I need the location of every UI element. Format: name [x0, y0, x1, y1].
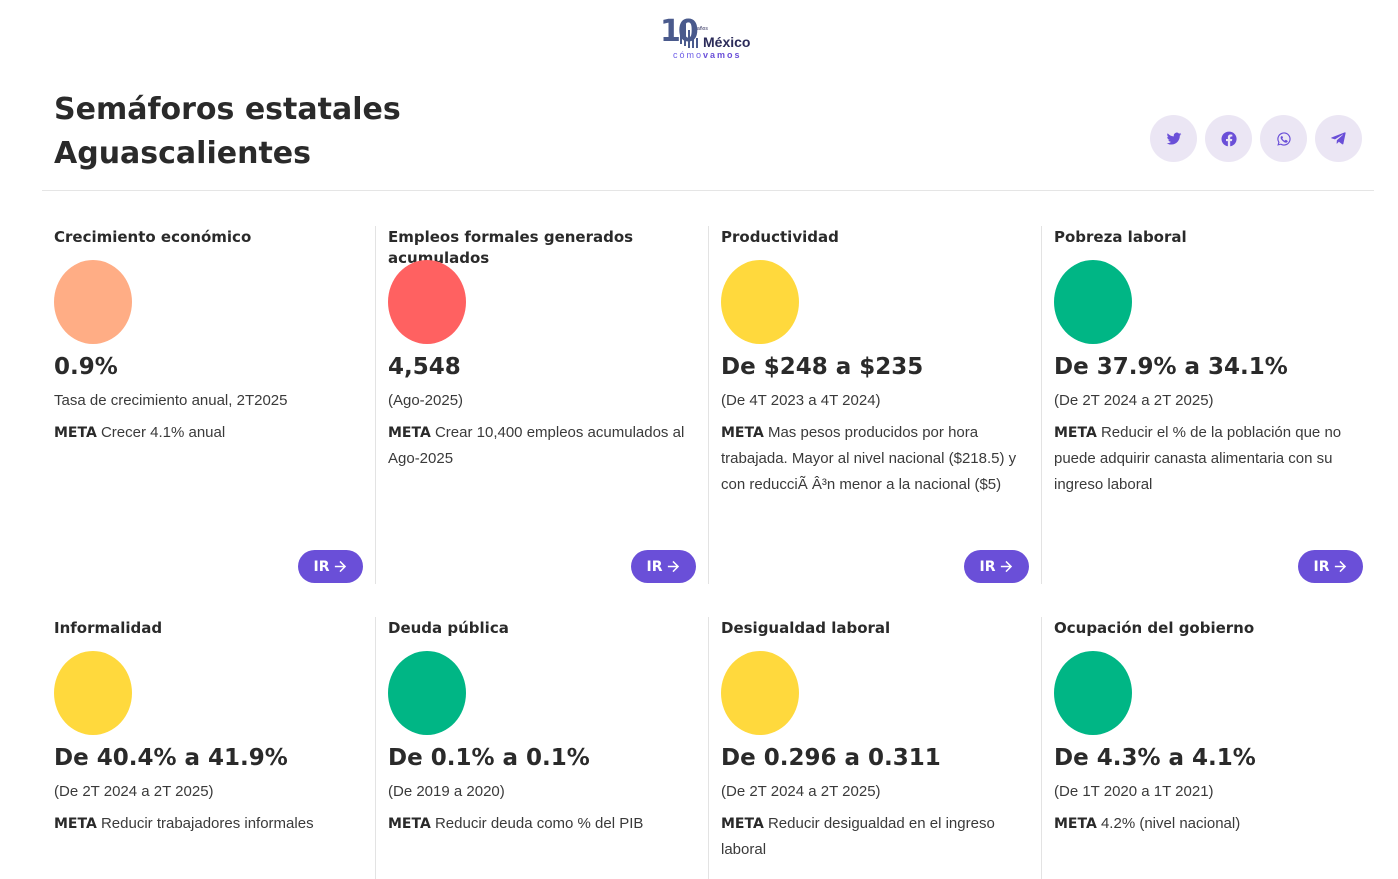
- indicator-card-crecimiento: Crecimiento económico 0.9% Tasa de creci…: [54, 227, 364, 567]
- indicator-goal: META 4.2% (nivel nacional): [1054, 815, 1241, 832]
- arrow-right-icon: [334, 560, 346, 573]
- facebook-icon: [1221, 131, 1237, 146]
- indicator-period: (De 2T 2024 a 2T 2025): [1054, 392, 1214, 409]
- status-light-green: [388, 651, 466, 735]
- indicator-goal: META Crear 10,400 empleos acumulados al …: [388, 424, 685, 467]
- logo-years: años: [697, 26, 708, 32]
- indicator-value: De 0.1% a 0.1%: [388, 745, 590, 771]
- indicator-name: Crecimiento económico: [54, 228, 252, 246]
- column-divider: [708, 226, 709, 584]
- indicator-name: Desigualdad laboral: [721, 619, 891, 637]
- indicator-goal: META Reducir deuda como % del PIB: [388, 815, 644, 832]
- share-twitter-button[interactable]: [1150, 115, 1197, 162]
- indicator-value: De 4.3% a 4.1%: [1054, 745, 1256, 771]
- indicator-name: Empleos formales generados acumulados: [388, 228, 634, 267]
- column-divider: [375, 226, 376, 584]
- column-divider: [708, 617, 709, 879]
- indicator-goal: META Reducir desigualdad en el ingreso l…: [721, 815, 995, 858]
- indicator-period: (Ago-2025): [388, 392, 464, 409]
- arrow-right-icon: [667, 560, 679, 573]
- status-light-orange: [54, 260, 132, 344]
- column-divider: [1041, 617, 1042, 879]
- status-light-red: [388, 260, 466, 344]
- column-divider: [375, 617, 376, 879]
- column-divider: [1041, 226, 1042, 584]
- indicator-card-desigualdad: Desigualdad laboral De 0.296 a 0.311 (De…: [721, 618, 1031, 879]
- indicator-period: (De 2019 a 2020): [388, 783, 505, 800]
- status-light-yellow: [721, 651, 799, 735]
- indicator-period: (De 2T 2024 a 2T 2025): [54, 783, 214, 800]
- indicator-card-informalidad: Informalidad De 40.4% a 41.9% (De 2T 202…: [54, 618, 364, 879]
- ir-button-pobreza[interactable]: IR: [1298, 550, 1363, 583]
- indicator-name: Ocupación del gobierno: [1054, 619, 1255, 637]
- indicator-name: Deuda pública: [388, 619, 509, 637]
- indicator-period: (De 2T 2024 a 2T 2025): [721, 783, 881, 800]
- indicator-card-ocupacion-gobierno: Ocupación del gobierno De 4.3% a 4.1% (D…: [1054, 618, 1364, 879]
- indicator-value: De $248 a $235: [721, 354, 924, 380]
- logo-subtext: cómovamos: [673, 50, 742, 60]
- share-buttons: [1150, 115, 1362, 162]
- status-light-yellow: [721, 260, 799, 344]
- mexico-como-vamos-logo[interactable]: 10 años México cómovamos: [658, 12, 758, 60]
- page-title: Semáforos estatales Aguascalientes: [54, 92, 401, 171]
- indicator-card-productividad: Productividad De $248 a $235 (De 4T 2023…: [721, 227, 1031, 567]
- logo-bars-graphic: [680, 24, 698, 48]
- indicator-card-deuda: Deuda pública De 0.1% a 0.1% (De 2019 a …: [388, 618, 698, 879]
- twitter-icon: [1166, 132, 1181, 145]
- header-divider: [42, 190, 1374, 191]
- indicator-card-empleos: Empleos formales generados acumulados 4,…: [388, 227, 698, 567]
- arrow-right-icon: [1000, 560, 1012, 573]
- indicator-goal: META Reducir el % de la población que no…: [1054, 424, 1342, 493]
- indicator-goal: META Reducir trabajadores informales: [54, 815, 314, 832]
- indicator-value: De 37.9% a 34.1%: [1054, 354, 1288, 380]
- status-light-green: [1054, 651, 1132, 735]
- indicator-card-pobreza: Pobreza laboral De 37.9% a 34.1% (De 2T …: [1054, 227, 1364, 567]
- indicator-goal: META Mas pesos producidos por hora traba…: [721, 424, 1017, 493]
- telegram-icon: [1330, 131, 1346, 144]
- indicator-name: Informalidad: [54, 619, 163, 637]
- indicator-period: (De 4T 2023 a 4T 2024): [721, 392, 881, 409]
- indicator-value: 4,548: [388, 354, 461, 380]
- indicator-name: Productividad: [721, 228, 839, 246]
- indicator-period: (De 1T 2020 a 1T 2021): [1054, 783, 1214, 800]
- ir-button-crecimiento[interactable]: IR: [298, 550, 363, 583]
- status-light-green: [1054, 260, 1132, 344]
- status-light-yellow: [54, 651, 132, 735]
- ir-button-empleos[interactable]: IR: [631, 550, 696, 583]
- indicator-value: De 40.4% a 41.9%: [54, 745, 288, 771]
- indicator-period: Tasa de crecimiento anual, 2T2025: [54, 392, 288, 409]
- ir-button-productividad[interactable]: IR: [964, 550, 1029, 583]
- whatsapp-icon: [1276, 131, 1291, 146]
- arrow-right-icon: [1334, 560, 1346, 573]
- indicator-value: 0.9%: [54, 354, 118, 380]
- indicator-goal: META Crecer 4.1% anual: [54, 424, 226, 441]
- share-facebook-button[interactable]: [1205, 115, 1252, 162]
- share-telegram-button[interactable]: [1315, 115, 1362, 162]
- logo-text: México: [703, 34, 751, 50]
- share-whatsapp-button[interactable]: [1260, 115, 1307, 162]
- indicator-value: De 0.296 a 0.311: [721, 745, 941, 771]
- indicator-name: Pobreza laboral: [1054, 228, 1187, 246]
